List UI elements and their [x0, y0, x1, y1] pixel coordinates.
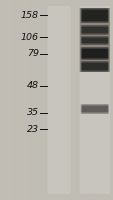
- Text: 79: 79: [27, 49, 38, 58]
- Text: 35: 35: [27, 108, 38, 117]
- Text: 23: 23: [27, 124, 38, 134]
- Text: 48: 48: [27, 82, 38, 90]
- Text: 106: 106: [21, 32, 38, 42]
- Text: 158: 158: [21, 10, 38, 20]
